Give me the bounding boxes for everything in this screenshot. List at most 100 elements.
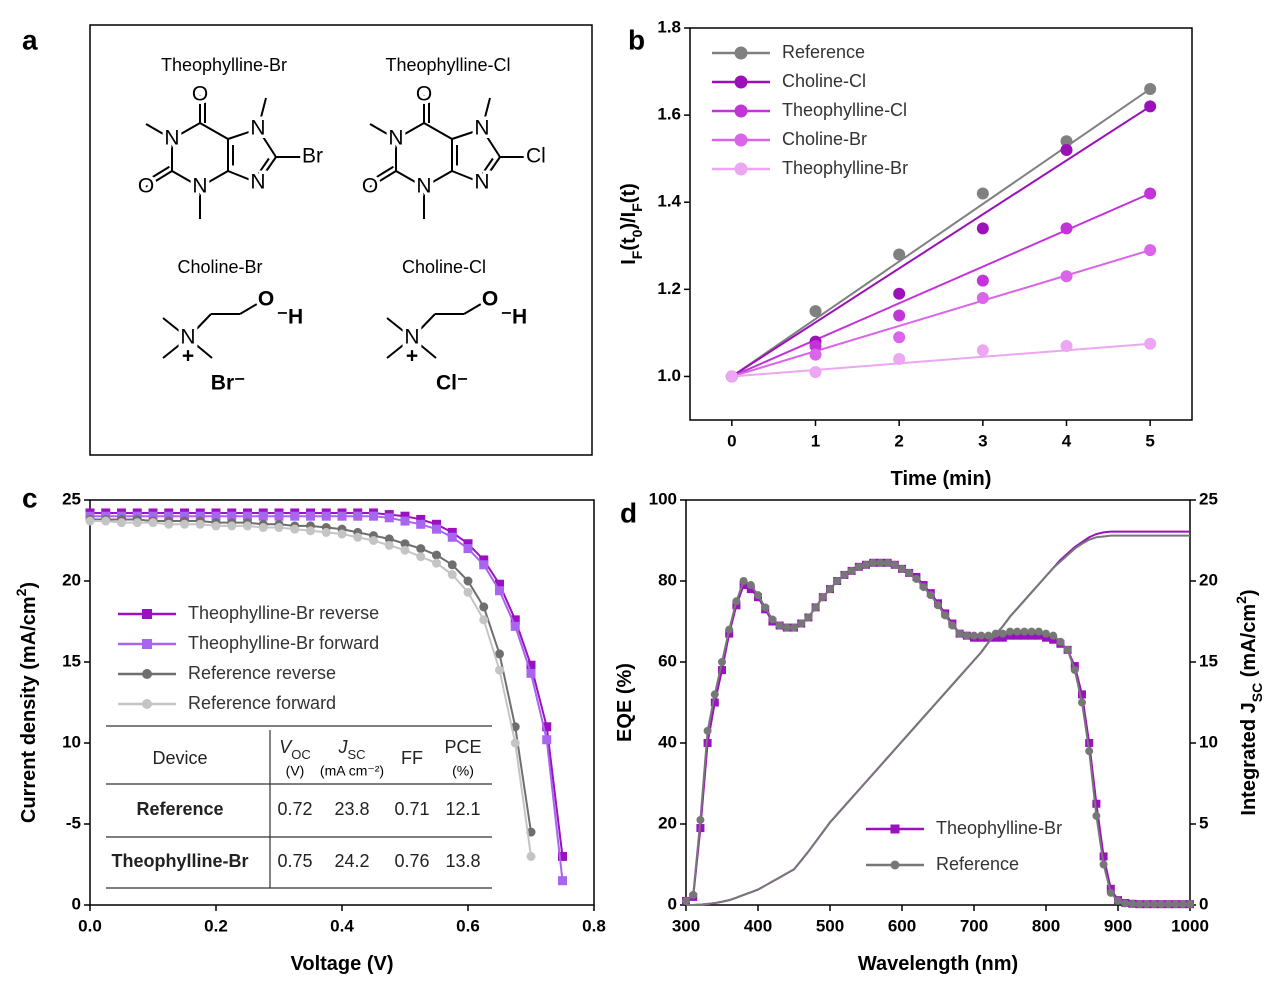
- table-device: Reference: [136, 799, 223, 819]
- table-header-sub: SC: [347, 747, 365, 762]
- bond: [481, 128, 501, 158]
- x-tick-label: 0.8: [582, 916, 606, 935]
- point: [948, 621, 957, 630]
- atom-label: N: [250, 171, 265, 194]
- atom-label: Br: [302, 145, 323, 168]
- y-tick-label: 60: [658, 651, 677, 670]
- point: [1085, 739, 1094, 747]
- x-tick-label: 0.2: [204, 916, 228, 935]
- point: [416, 514, 426, 524]
- point: [432, 519, 441, 529]
- point: [211, 521, 221, 531]
- table-cell: 0.71: [394, 799, 429, 819]
- axis-title: Voltage (V): [291, 953, 394, 975]
- table-header: Device: [152, 748, 207, 768]
- y-tick-label: 40: [658, 732, 677, 751]
- atom-label: O: [482, 288, 498, 311]
- point: [898, 564, 906, 573]
- point: [526, 668, 536, 678]
- point: [847, 566, 856, 575]
- point: [211, 511, 221, 521]
- point: [1142, 900, 1151, 909]
- atom-label: N: [388, 127, 403, 150]
- table-header-unit: (mA cm⁻²): [320, 763, 384, 779]
- point: [1056, 637, 1065, 646]
- point: [746, 581, 755, 590]
- point: [1034, 627, 1043, 636]
- point: [1144, 82, 1157, 95]
- table-header: JSC: [337, 737, 365, 762]
- molecule-name: Choline-Br: [177, 257, 262, 277]
- point: [809, 339, 822, 352]
- point: [369, 511, 378, 521]
- axis-title-part: (t: [618, 237, 640, 251]
- x-tick-label: 0.0: [78, 916, 102, 935]
- point: [1060, 339, 1073, 352]
- plot-frame: [89, 499, 595, 906]
- point: [164, 511, 174, 521]
- point: [227, 521, 237, 531]
- legend-label: Reference: [782, 42, 865, 62]
- point: [1013, 627, 1022, 636]
- point: [274, 523, 284, 533]
- point: [542, 735, 552, 745]
- point: [400, 539, 410, 549]
- point: [732, 597, 741, 606]
- axis-title-part: ): [1238, 589, 1260, 596]
- y2-tick-label: 10: [1199, 732, 1218, 751]
- axis-title: Time (min): [891, 468, 992, 490]
- point: [558, 851, 567, 861]
- point: [746, 585, 755, 594]
- point: [1157, 900, 1166, 909]
- point: [976, 292, 989, 305]
- point: [775, 621, 784, 630]
- table-header-main: Device: [152, 748, 207, 768]
- table-cell: 23.8: [334, 799, 369, 819]
- atom-label: Br⁻: [211, 372, 245, 395]
- table-header-unit: (V): [286, 763, 305, 779]
- molecule-name: Choline-Cl: [402, 257, 486, 277]
- x-tick-label: 600: [888, 916, 916, 935]
- point: [890, 560, 899, 569]
- table-header: FF: [401, 748, 423, 768]
- point: [290, 524, 300, 534]
- point: [696, 815, 705, 824]
- y-tick-label: 0: [668, 894, 677, 913]
- x-tick-label: 0.6: [456, 916, 480, 935]
- point: [306, 511, 315, 521]
- point: [180, 519, 189, 529]
- legend-label: Choline-Cl: [782, 71, 866, 91]
- axis-title: Current density (mA/cm2): [13, 582, 41, 823]
- x-tick-label: 0: [727, 431, 736, 450]
- point: [1060, 270, 1073, 283]
- bond: [142, 165, 170, 184]
- legend-marker: [142, 699, 152, 709]
- axis-title-part: F: [629, 250, 645, 259]
- legend-marker: [734, 162, 748, 176]
- axis-title-part: ): [18, 582, 40, 589]
- point: [883, 558, 892, 567]
- point: [101, 516, 111, 526]
- legend-marker: [890, 824, 900, 834]
- point: [416, 544, 426, 554]
- point: [148, 518, 158, 528]
- point: [768, 615, 777, 624]
- atom-label: ⁻H: [501, 306, 527, 329]
- point: [912, 574, 921, 583]
- point: [353, 511, 363, 521]
- point: [495, 665, 504, 675]
- legend-marker: [734, 75, 748, 89]
- y2-tick-label: 20: [1199, 570, 1218, 589]
- point: [495, 649, 504, 659]
- legend-marker: [734, 46, 748, 60]
- fit-line: [731, 342, 1151, 378]
- point: [1027, 627, 1036, 636]
- point: [243, 521, 252, 531]
- point: [893, 248, 906, 261]
- y-tick-label: 100: [649, 489, 677, 508]
- point: [1078, 690, 1086, 699]
- point: [479, 555, 489, 565]
- panel-label: b: [628, 24, 645, 55]
- point: [132, 518, 142, 528]
